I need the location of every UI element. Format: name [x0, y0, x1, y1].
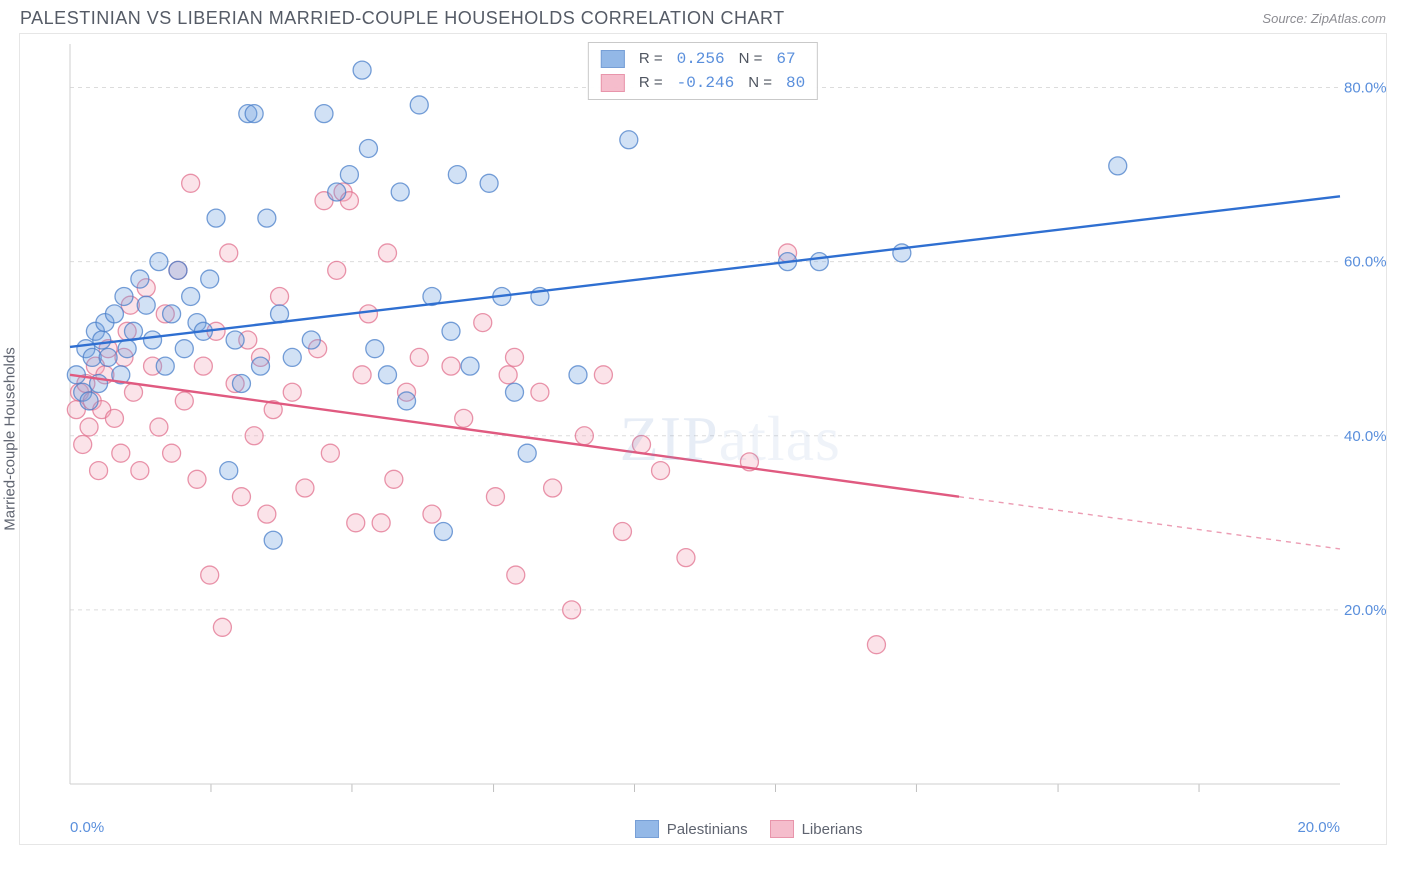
r-value-0: 0.256: [677, 47, 725, 71]
source-value: ZipAtlas.com: [1311, 11, 1386, 26]
svg-text:40.0%: 40.0%: [1344, 428, 1386, 445]
chart-header: PALESTINIAN VS LIBERIAN MARRIED-COUPLE H…: [0, 0, 1406, 33]
swatch-bottom-liberians: [770, 820, 794, 838]
svg-text:20.0%: 20.0%: [1297, 819, 1340, 836]
legend-item-palestinians: Palestinians: [635, 820, 748, 838]
legend-row-palestinians: R = 0.256 N = 67: [601, 47, 805, 71]
legend-correlations: R = 0.256 N = 67 R = -0.246 N = 80: [588, 42, 818, 100]
chart-svg: 20.0% 40.0% 60.0% 80.0% 0.0% 20.0%: [20, 34, 1386, 844]
legend-row-liberians: R = -0.246 N = 80: [601, 71, 805, 95]
chart-title: PALESTINIAN VS LIBERIAN MARRIED-COUPLE H…: [20, 8, 785, 29]
n-value-0: 67: [776, 47, 795, 71]
svg-text:80.0%: 80.0%: [1344, 80, 1386, 97]
svg-text:20.0%: 20.0%: [1344, 602, 1386, 619]
series-label-1: Liberians: [802, 821, 863, 838]
y-axis-label: Married-couple Households: [2, 347, 19, 530]
chart-source: Source: ZipAtlas.com: [1262, 11, 1386, 26]
svg-text:60.0%: 60.0%: [1344, 254, 1386, 271]
legend-item-liberians: Liberians: [770, 820, 863, 838]
n-label-0: N =: [739, 48, 763, 71]
series-label-0: Palestinians: [667, 821, 748, 838]
swatch-bottom-palestinians: [635, 820, 659, 838]
swatch-liberians: [601, 74, 625, 92]
source-label: Source:: [1262, 11, 1307, 26]
chart-container: Married-couple Households ZIPatlas 20.0%…: [19, 33, 1387, 845]
swatch-palestinians: [601, 50, 625, 68]
svg-text:0.0%: 0.0%: [70, 819, 104, 836]
r-label-1: R =: [639, 72, 663, 95]
r-label-0: R =: [639, 48, 663, 71]
r-value-1: -0.246: [677, 71, 735, 95]
n-label-1: N =: [748, 72, 772, 95]
legend-series: Palestinians Liberians: [635, 820, 863, 838]
n-value-1: 80: [786, 71, 805, 95]
